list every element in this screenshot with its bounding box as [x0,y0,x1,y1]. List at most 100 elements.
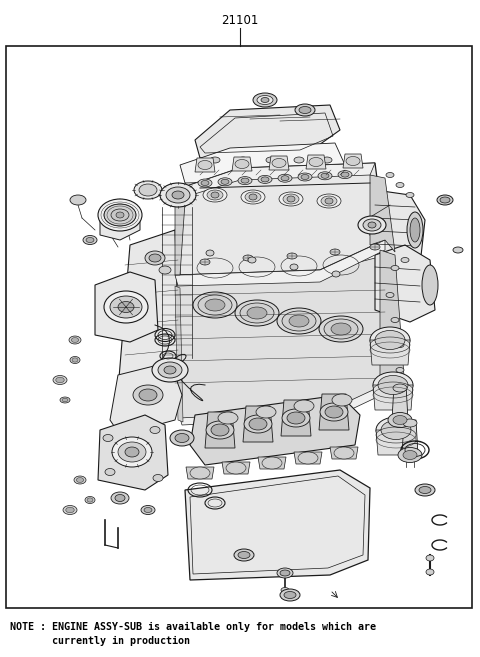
Polygon shape [175,240,385,286]
Ellipse shape [309,158,323,166]
Ellipse shape [378,376,408,394]
Polygon shape [375,245,435,322]
Ellipse shape [211,192,219,198]
Ellipse shape [221,179,229,185]
Ellipse shape [164,366,176,374]
Ellipse shape [403,451,417,459]
Ellipse shape [244,415,272,433]
Ellipse shape [403,419,417,427]
Ellipse shape [159,266,171,274]
Ellipse shape [235,300,279,326]
Polygon shape [306,155,326,169]
Polygon shape [370,190,425,265]
Ellipse shape [70,357,80,363]
Ellipse shape [401,258,409,263]
Ellipse shape [283,194,299,204]
Ellipse shape [105,468,115,476]
Ellipse shape [281,587,289,593]
Ellipse shape [74,476,86,484]
Ellipse shape [248,257,256,263]
Polygon shape [380,250,405,390]
Ellipse shape [422,265,438,305]
Ellipse shape [393,415,407,424]
Polygon shape [376,430,416,455]
Polygon shape [180,382,392,425]
Ellipse shape [282,311,316,331]
Polygon shape [190,395,360,465]
Ellipse shape [298,173,312,181]
Ellipse shape [453,247,463,253]
Ellipse shape [104,291,148,323]
Ellipse shape [249,194,257,200]
Ellipse shape [320,403,348,421]
Ellipse shape [257,95,273,104]
Ellipse shape [238,551,250,558]
Ellipse shape [72,338,79,342]
Polygon shape [195,105,340,158]
Ellipse shape [203,188,227,202]
Ellipse shape [277,308,321,334]
Ellipse shape [218,178,232,186]
Ellipse shape [198,295,232,315]
Polygon shape [100,210,140,240]
Text: currently in production: currently in production [10,636,190,646]
Ellipse shape [193,292,237,318]
Ellipse shape [66,507,74,512]
Ellipse shape [238,157,248,163]
Ellipse shape [301,175,309,179]
Ellipse shape [284,591,296,599]
Ellipse shape [440,197,450,203]
Ellipse shape [426,555,434,561]
Ellipse shape [261,177,269,182]
Ellipse shape [266,157,276,163]
Ellipse shape [238,177,252,185]
Ellipse shape [391,265,399,271]
Polygon shape [269,156,289,170]
Ellipse shape [381,420,411,440]
Polygon shape [175,238,387,277]
Ellipse shape [87,498,93,502]
Ellipse shape [280,589,300,601]
Ellipse shape [200,259,210,265]
Ellipse shape [272,158,286,168]
Ellipse shape [118,302,134,313]
Ellipse shape [290,264,298,270]
Ellipse shape [210,157,220,163]
Ellipse shape [373,372,413,398]
Polygon shape [175,163,385,275]
Ellipse shape [245,192,261,202]
Ellipse shape [175,434,189,443]
Ellipse shape [317,194,341,208]
Ellipse shape [282,409,310,427]
Polygon shape [110,362,182,435]
Bar [6,46,472,608]
Ellipse shape [111,492,129,504]
Polygon shape [95,272,158,342]
Ellipse shape [358,216,386,234]
Ellipse shape [261,97,269,102]
Ellipse shape [331,323,351,335]
Ellipse shape [324,319,358,339]
Ellipse shape [338,171,352,179]
Ellipse shape [144,507,152,512]
Ellipse shape [318,171,332,180]
Ellipse shape [206,421,234,439]
Ellipse shape [70,195,86,205]
Ellipse shape [396,183,404,187]
Ellipse shape [407,212,423,248]
Polygon shape [175,200,185,275]
Polygon shape [222,462,250,474]
Ellipse shape [398,447,422,463]
Ellipse shape [287,412,305,424]
Text: 21101: 21101 [221,14,259,26]
Ellipse shape [278,174,292,182]
Ellipse shape [235,160,249,168]
Ellipse shape [139,389,157,401]
Polygon shape [195,158,215,172]
Ellipse shape [287,196,295,202]
Ellipse shape [363,219,381,231]
Ellipse shape [388,413,412,428]
Ellipse shape [277,568,293,578]
Ellipse shape [241,178,249,183]
Ellipse shape [332,394,352,406]
